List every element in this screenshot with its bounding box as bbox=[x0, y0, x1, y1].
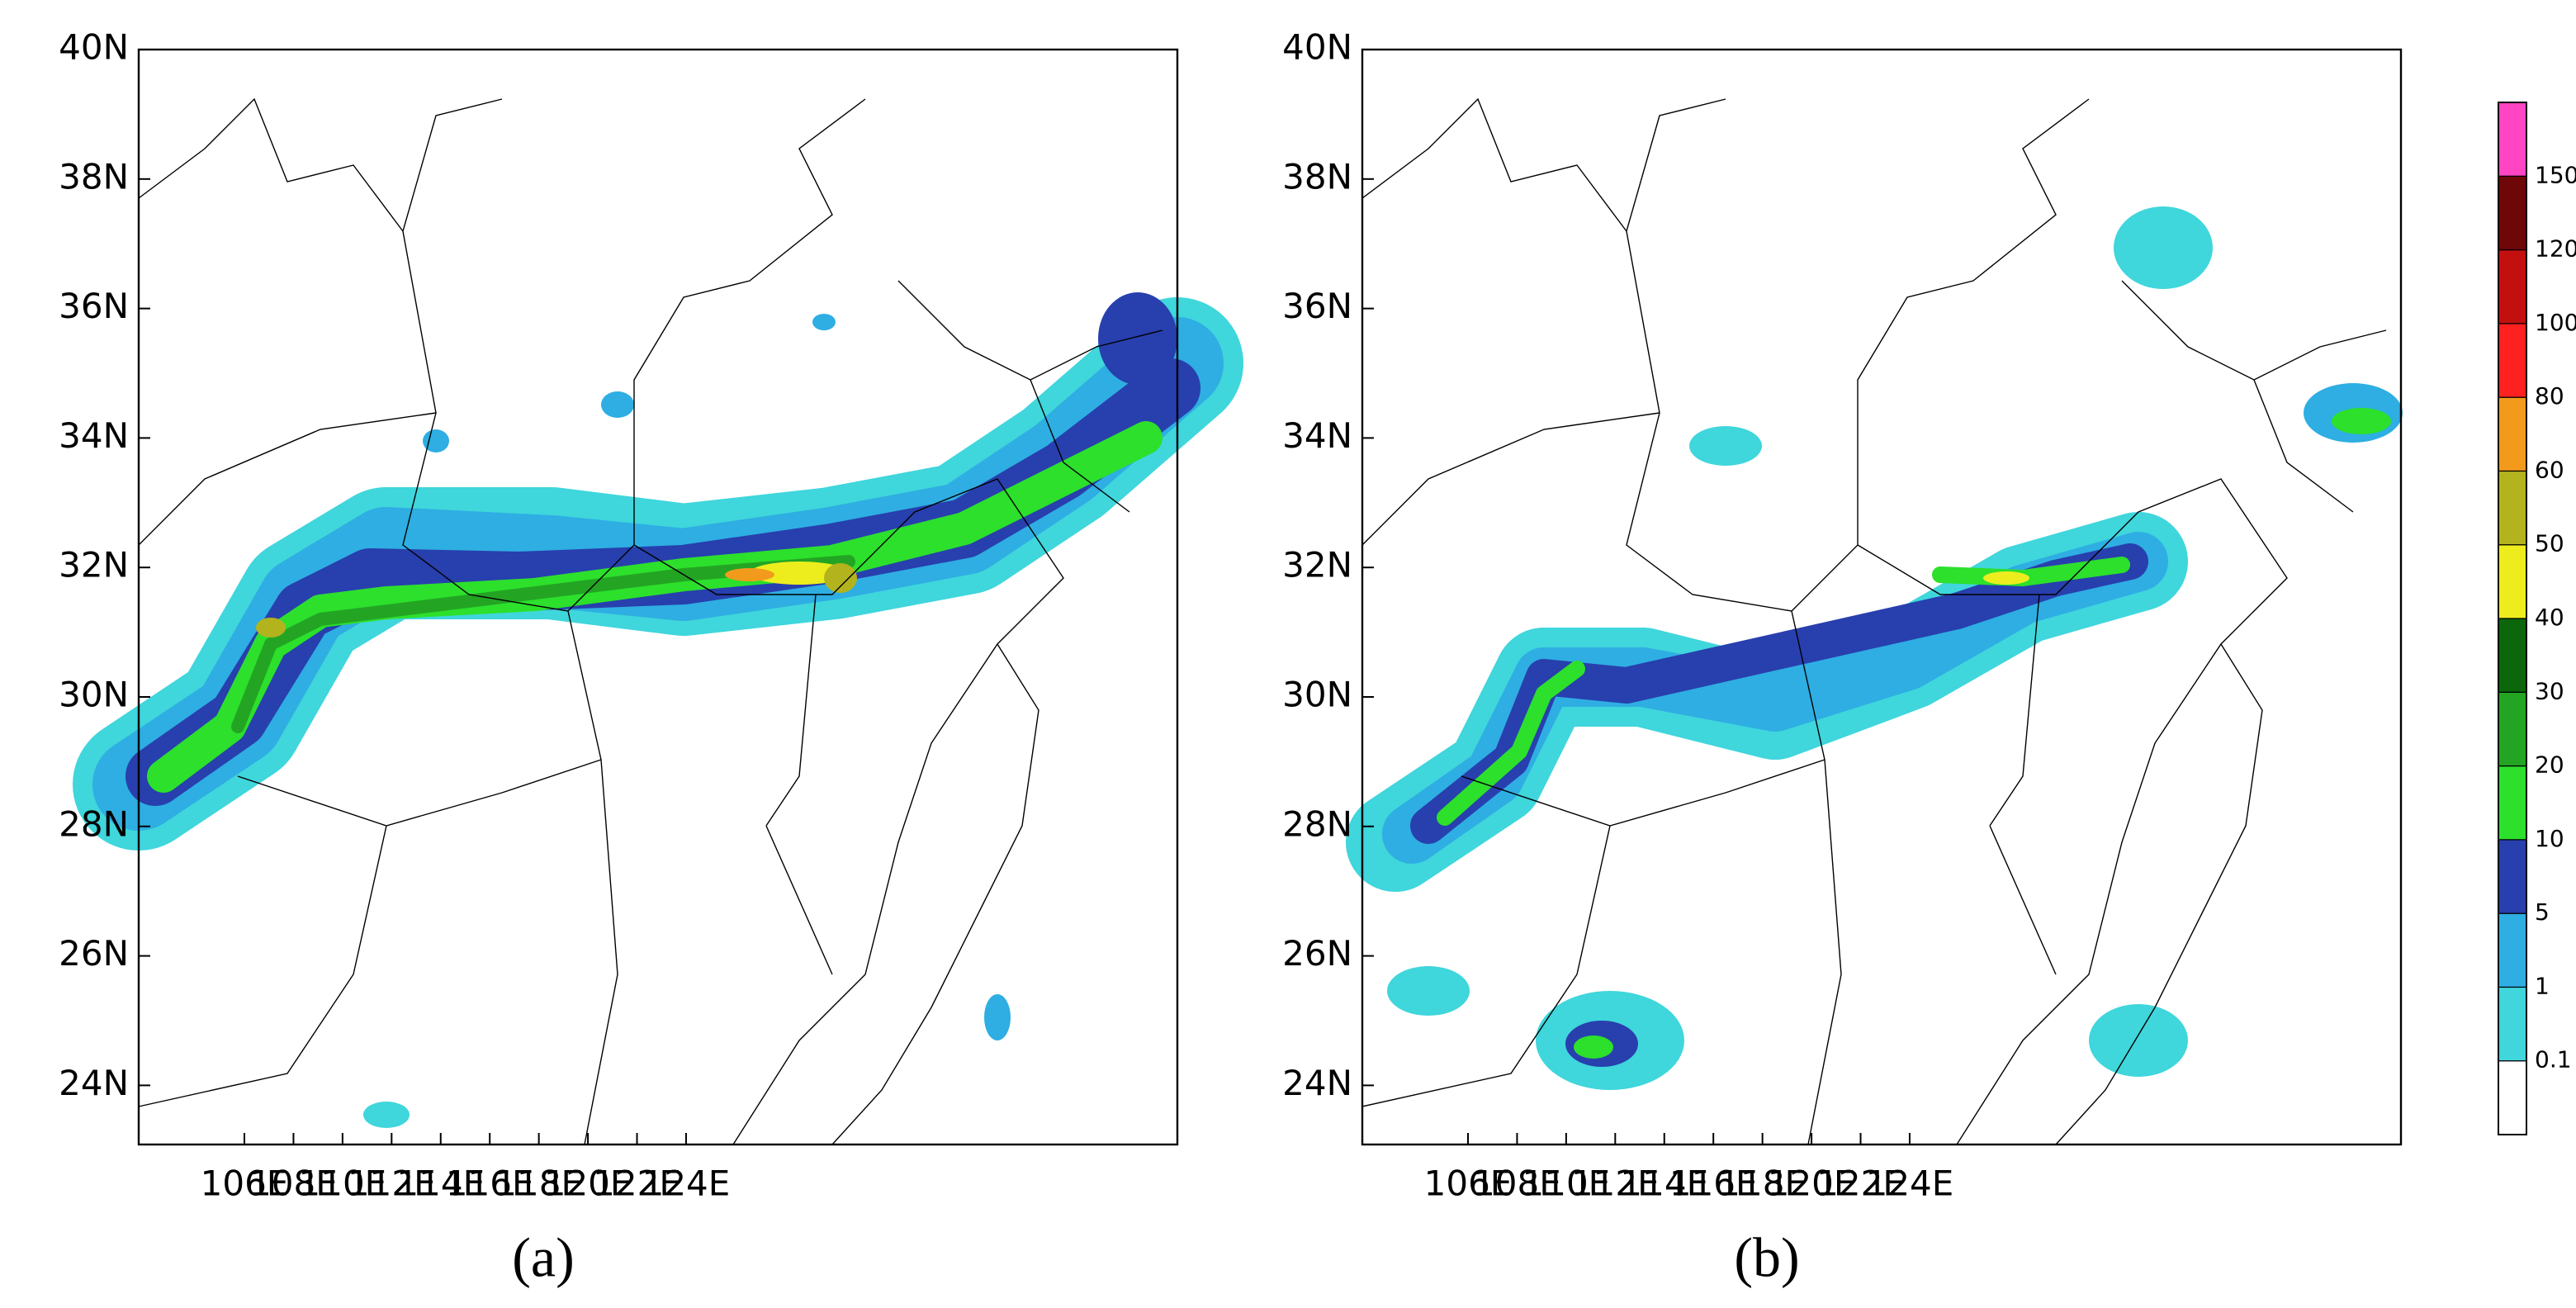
lat-tick-label: 36N bbox=[1282, 286, 1352, 326]
lon-tick-label: 108E bbox=[1473, 1163, 1561, 1204]
lon-tick-label: 116E bbox=[446, 1163, 534, 1204]
frame-a bbox=[137, 48, 1179, 1146]
lon-tick-label: 116E bbox=[1669, 1163, 1758, 1204]
colorbar-segment bbox=[2498, 102, 2527, 177]
colorbar-segment bbox=[2498, 765, 2527, 841]
colorbar-segment bbox=[2498, 175, 2527, 251]
frame-b bbox=[1361, 48, 2403, 1146]
lat-tick-label: 38N bbox=[1282, 156, 1352, 197]
lon-tick-label: 118E bbox=[495, 1163, 583, 1204]
lon-tick-label: 108E bbox=[249, 1163, 338, 1204]
colorbar-segment bbox=[2498, 912, 2527, 988]
lat-tick-label: 30N bbox=[59, 675, 129, 715]
colorbar-segment bbox=[2498, 839, 2527, 914]
lat-tick-label: 32N bbox=[1282, 545, 1352, 585]
lat-tick-label: 28N bbox=[59, 803, 129, 844]
lon-tick-label: 120E bbox=[544, 1163, 632, 1204]
colorbar-label: 5 bbox=[2535, 898, 2550, 926]
lon-tick-label: 124E bbox=[642, 1163, 731, 1204]
colorbar-label: 150 bbox=[2535, 161, 2576, 188]
lat-tick-label: 26N bbox=[59, 933, 129, 974]
colorbar-segment bbox=[2498, 396, 2527, 472]
lat-tick-label: 38N bbox=[59, 156, 129, 197]
lat-tick-label: 36N bbox=[59, 286, 129, 326]
lat-tick-label: 30N bbox=[1282, 675, 1352, 715]
colorbar-label: 80 bbox=[2535, 382, 2564, 410]
colorbar-segment bbox=[2498, 618, 2527, 693]
colorbar-segment bbox=[2498, 691, 2527, 767]
lon-tick-label: 114E bbox=[1620, 1163, 1708, 1204]
colorbar-label: 40 bbox=[2535, 604, 2564, 631]
panel-label: (b) bbox=[1734, 1226, 1799, 1289]
colorbar-label: 0.1 bbox=[2535, 1046, 2572, 1073]
lon-tick-label: 110E bbox=[1522, 1163, 1611, 1204]
colorbar-label: 20 bbox=[2535, 751, 2564, 779]
lat-tick-label: 34N bbox=[59, 415, 129, 456]
colorbar-label: 30 bbox=[2535, 677, 2564, 704]
lon-tick-label: 106E bbox=[1424, 1163, 1513, 1204]
lon-tick-label: 112E bbox=[1571, 1163, 1660, 1204]
precip-b bbox=[1346, 206, 2403, 1090]
lat-tick-label: 24N bbox=[59, 1063, 129, 1103]
lat-tick-label: 34N bbox=[1282, 415, 1352, 456]
colorbar-segment bbox=[2498, 470, 2527, 546]
precip-a bbox=[73, 292, 1243, 1128]
lon-tick-label: 122E bbox=[1816, 1163, 1905, 1204]
colorbar-segment bbox=[2498, 249, 2527, 325]
lon-tick-label: 114E bbox=[396, 1163, 485, 1204]
colorbar-label: 1 bbox=[2535, 972, 2550, 999]
colorbar-segment bbox=[2498, 986, 2527, 1062]
lat-tick-label: 28N bbox=[1282, 803, 1352, 844]
lat-tick-label: 26N bbox=[1282, 933, 1352, 974]
lon-tick-label: 118E bbox=[1718, 1163, 1807, 1204]
lon-tick-label: 110E bbox=[299, 1163, 387, 1204]
lat-tick-label: 40N bbox=[1282, 27, 1352, 68]
colorbar-segment bbox=[2498, 1060, 2527, 1135]
lon-tick-label: 106E bbox=[201, 1163, 289, 1204]
colorbar-label: 60 bbox=[2535, 456, 2564, 483]
colorbar-label: 120 bbox=[2535, 235, 2576, 263]
lon-tick-label: 112E bbox=[348, 1163, 436, 1204]
lon-tick-label: 122E bbox=[593, 1163, 681, 1204]
colorbar-segment bbox=[2498, 544, 2527, 619]
lon-tick-label: 120E bbox=[1768, 1163, 1856, 1204]
boundaries-a bbox=[138, 97, 1163, 1145]
colorbar-frame bbox=[2498, 102, 2527, 1135]
lon-tick-label: 124E bbox=[1866, 1163, 1954, 1204]
lat-tick-label: 24N bbox=[1282, 1063, 1352, 1103]
colorbar-segment bbox=[2498, 323, 2527, 398]
boundaries-b bbox=[1361, 97, 2387, 1145]
panel-label: (a) bbox=[512, 1226, 574, 1289]
lat-tick-label: 40N bbox=[59, 27, 129, 68]
lat-tick-label: 32N bbox=[59, 545, 129, 585]
colorbar-label: 100 bbox=[2535, 309, 2576, 336]
colorbar-label: 50 bbox=[2535, 530, 2564, 557]
colorbar-label: 10 bbox=[2535, 825, 2564, 852]
